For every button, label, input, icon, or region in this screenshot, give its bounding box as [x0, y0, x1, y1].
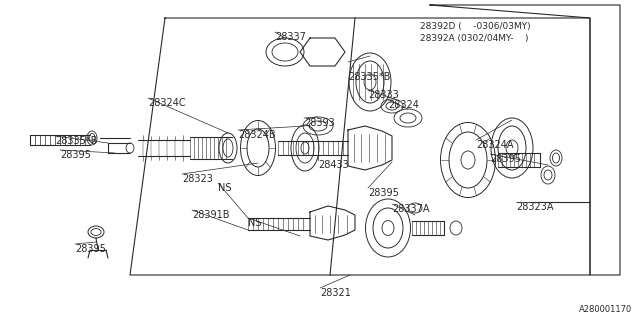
Text: 28337: 28337: [275, 32, 306, 42]
Text: 28324A: 28324A: [476, 140, 513, 150]
Text: 28323: 28323: [182, 174, 213, 184]
Text: 28323A: 28323A: [516, 202, 554, 212]
Text: 28324C: 28324C: [148, 98, 186, 108]
Text: 28395: 28395: [490, 154, 521, 164]
Text: 28335*B: 28335*B: [55, 136, 97, 146]
Text: 28337A: 28337A: [392, 204, 429, 214]
Text: 28324: 28324: [388, 100, 419, 110]
Text: NS: NS: [248, 218, 262, 228]
Text: 28324B: 28324B: [238, 130, 276, 140]
Text: 28393: 28393: [304, 118, 335, 128]
Text: 28433: 28433: [318, 160, 349, 170]
Text: 28392D (    -0306/03MY): 28392D ( -0306/03MY): [420, 22, 531, 31]
Text: 28391B: 28391B: [192, 210, 230, 220]
Text: NS: NS: [218, 183, 232, 193]
Text: 28335*B: 28335*B: [348, 72, 390, 82]
Text: 28395: 28395: [368, 188, 399, 198]
Text: 28333: 28333: [368, 90, 399, 100]
Text: 28392A (0302/04MY-    ): 28392A (0302/04MY- ): [420, 34, 529, 43]
Text: 28395: 28395: [60, 150, 91, 160]
Text: A280001170: A280001170: [579, 305, 632, 314]
Text: 28321: 28321: [320, 288, 351, 298]
Text: 28395: 28395: [75, 244, 106, 254]
